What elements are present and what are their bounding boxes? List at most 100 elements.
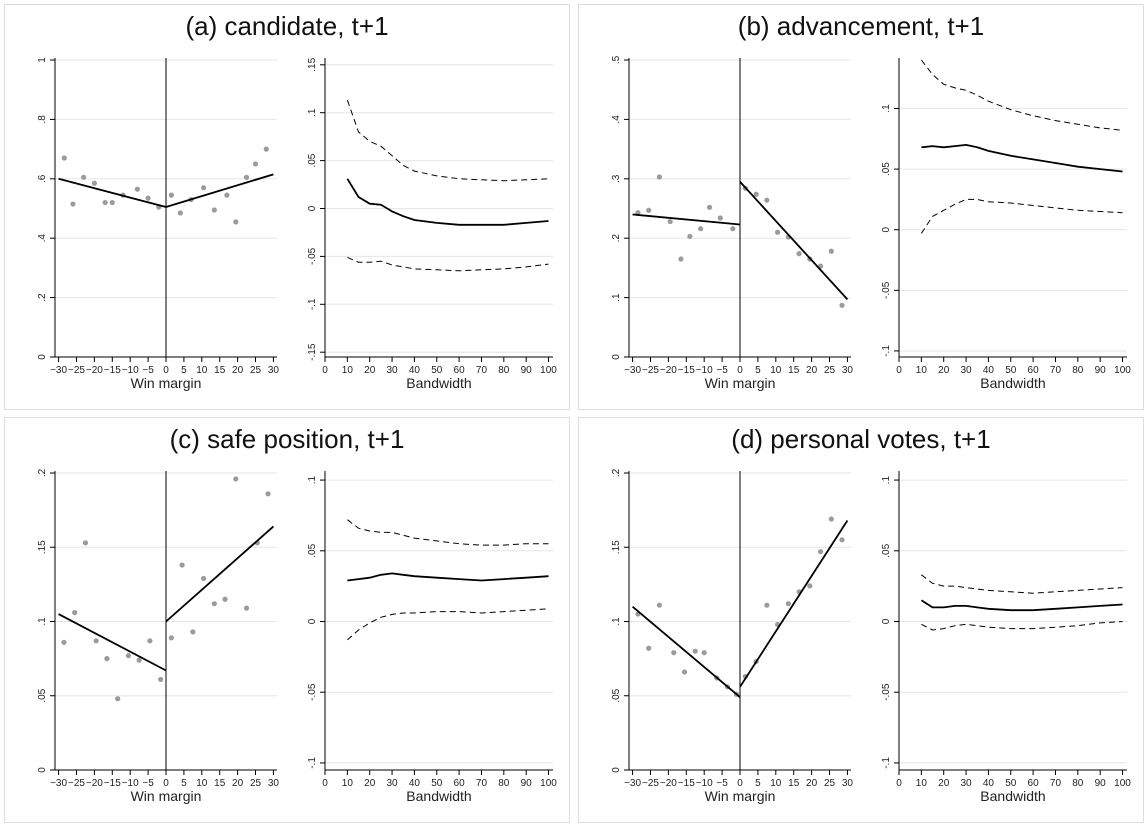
x-tick-label: 25 [824, 778, 836, 789]
data-point [200, 185, 207, 191]
y-tick-label: -.1 [881, 345, 892, 357]
y-tick-label: .15 [307, 57, 318, 71]
data-point [222, 596, 228, 602]
y-tick-label: .1 [307, 475, 318, 484]
x-axis-title: Win margin [131, 375, 202, 391]
x-tick-label: −20 [660, 365, 677, 376]
x-tick-label: 90 [1095, 778, 1107, 789]
bandwidth-plot-advancement: -.1 -.05 0 .05 .1 0 10 20 30 40 50 60 70 80 90 100 Bandw… [881, 58, 1131, 391]
y-tick-label: .15 [611, 540, 622, 554]
x-tick-label: 15 [788, 365, 800, 376]
data-point [81, 174, 87, 180]
x-tick-label: 5 [755, 778, 761, 789]
data-point [233, 219, 239, 225]
data-point [656, 602, 663, 608]
bandwidth-plot-personal-votes: -.1 -.05 0 .05 .1 0 10 20 30 40 50 60 70 80 90 100 Bandw… [881, 471, 1131, 804]
fit-line-right [165, 173, 274, 208]
x-tick-label: 15 [214, 778, 226, 789]
fit-line-left [632, 213, 741, 226]
x-tick-label: 30 [960, 365, 972, 376]
x-axis-title: Win margin [705, 788, 776, 804]
data-point [224, 192, 230, 198]
y-tick-label: 1 [37, 57, 48, 63]
x-tick-label: 100 [1114, 778, 1131, 789]
y-tick-label: .4 [611, 115, 622, 124]
fit-line-left [58, 613, 167, 672]
x-tick-label: 10 [342, 778, 354, 789]
y-tick-label: .1 [37, 617, 48, 626]
x-tick-label: 50 [1005, 365, 1017, 376]
data-point [265, 491, 271, 497]
x-tick-label: −5 [716, 778, 728, 789]
x-tick-label: 30 [386, 778, 398, 789]
x-tick-label: 20 [364, 778, 376, 789]
x-tick-label: 100 [540, 778, 557, 789]
x-tick-label: 90 [1095, 365, 1107, 376]
x-tick-label: 40 [983, 365, 995, 376]
ci-bound-line [347, 519, 549, 546]
y-tick-label: .2 [37, 293, 48, 302]
panel-a: (a) candidate, t+1 0.2.4.6.8 1 −30 −25 −20 −1… [4, 4, 570, 410]
data-point [646, 645, 652, 651]
x-tick-label: −20 [86, 778, 103, 789]
data-point [252, 161, 259, 167]
data-point [263, 146, 269, 152]
y-tick-label: .1 [611, 293, 622, 302]
y-tick-label: .05 [37, 688, 48, 702]
x-tick-label: 50 [431, 365, 443, 376]
panel-title: (c) safe position, t+1 [169, 424, 405, 454]
y-tick-label: .1 [881, 104, 892, 113]
x-tick-label: −10 [122, 778, 139, 789]
rd-plot-personal-votes: 0 .05 .1 .15 .2 −30 −25 −20 −15 −10 −5 0 5 10 15 20 25 30… [611, 468, 853, 804]
y-tick-label: .1 [307, 108, 318, 117]
data-point [168, 192, 174, 198]
panel-b: (b) advancement, t+1 0 .1 .2 .3 .4 .5 −30 −25 −2… [578, 4, 1144, 410]
x-tick-label: 15 [214, 365, 226, 376]
x-tick-label: 0 [737, 778, 743, 789]
rd-plot-safe-position: 0 .05 .1 .15 .2 −30 −25 −20 −15 −10 −5 0 5 10 15 20 25 30… [37, 468, 280, 804]
x-tick-label: 30 [842, 365, 854, 376]
y-tick-label: .05 [881, 162, 892, 176]
y-tick-label: -.05 [307, 247, 318, 265]
data-point [774, 229, 781, 235]
x-tick-label: −10 [122, 365, 139, 376]
y-tick-label: .05 [307, 153, 318, 167]
x-axis-title: Bandwidth [406, 375, 471, 391]
y-tick-label: .4 [37, 234, 48, 243]
data-point [764, 197, 770, 203]
x-tick-label: 100 [540, 365, 557, 376]
data-point [681, 669, 688, 675]
y-tick-label: -.05 [881, 281, 892, 299]
data-point [91, 180, 97, 186]
data-point [134, 186, 140, 192]
x-tick-label: 60 [1028, 365, 1040, 376]
x-tick-label: 15 [788, 778, 800, 789]
x-tick-label: 0 [896, 778, 902, 789]
panel-title: (b) advancement, t+1 [737, 11, 985, 41]
y-tick-label: .05 [881, 543, 892, 557]
data-point [656, 174, 663, 180]
x-tick-label: 10 [916, 365, 928, 376]
x-tick-label: 80 [1072, 778, 1084, 789]
x-tick-label: 20 [364, 365, 376, 376]
x-tick-label: 70 [1050, 778, 1062, 789]
y-tick-label: -.1 [307, 757, 318, 769]
data-point [109, 199, 115, 206]
estimate-line [921, 143, 1123, 173]
x-tick-label: 5 [181, 778, 187, 789]
y-tick-label: 0 [307, 618, 318, 624]
data-point [233, 476, 239, 482]
x-axis-title: Win margin [131, 788, 202, 804]
x-tick-label: −30 [624, 778, 641, 789]
data-point [115, 696, 121, 702]
x-tick-label: 30 [268, 778, 280, 789]
data-point [698, 226, 704, 232]
panel-title: (a) candidate, t+1 [185, 11, 389, 41]
fit-line-left [632, 605, 741, 698]
y-tick-label: 0 [881, 226, 892, 232]
data-point [70, 201, 76, 207]
x-tick-label: 80 [498, 778, 510, 789]
y-tick-label: -.05 [307, 683, 318, 701]
x-tick-label: −30 [624, 365, 641, 376]
bandwidth-plot-safe-position: -.1 -.05 0 .05 .1 0 10 20 30 40 50 60 70 80 90 100 Bandw… [307, 471, 557, 804]
